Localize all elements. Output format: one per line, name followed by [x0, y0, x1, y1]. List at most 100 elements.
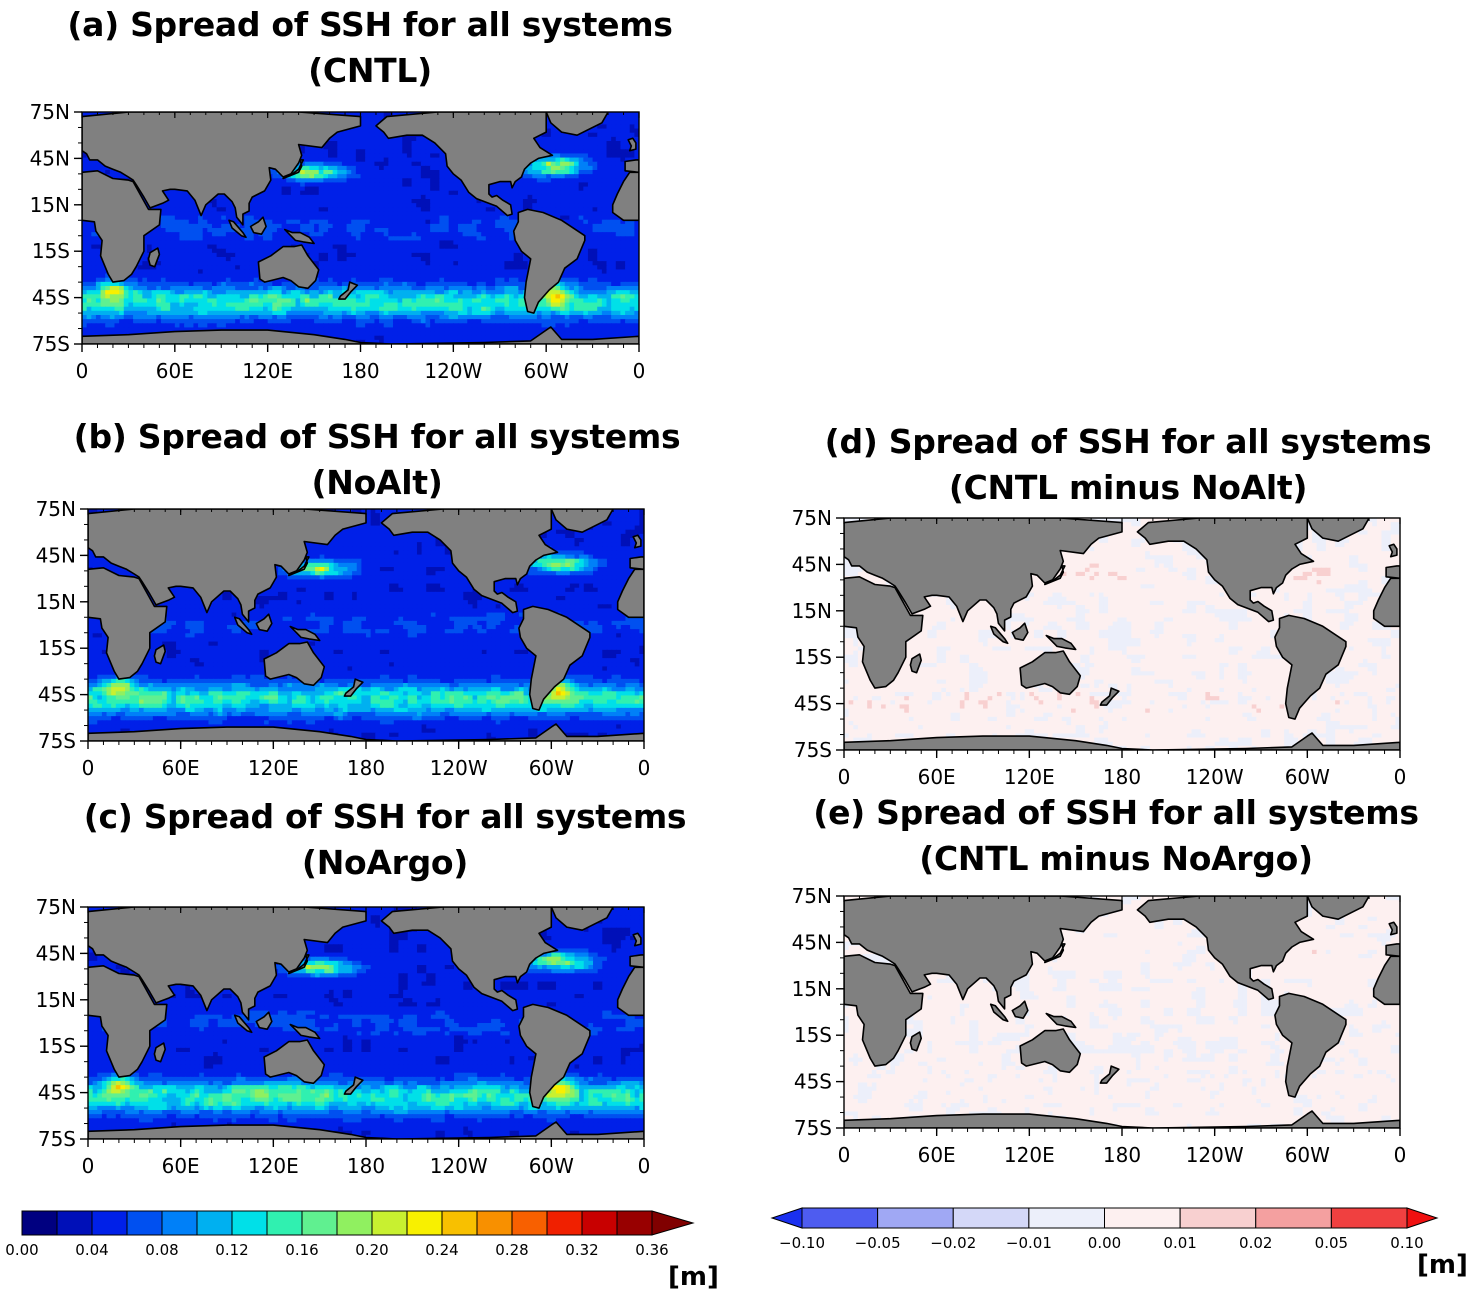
colorbar-swatch: [91, 1210, 128, 1236]
africa-landmass: [844, 576, 924, 689]
lat-tick-label: 45S: [794, 1070, 832, 1094]
colorbar-swatch: [581, 1210, 618, 1236]
colorbar-label: −0.05: [855, 1234, 901, 1252]
borneo-landmass: [249, 216, 267, 235]
uk-landmass: [1388, 543, 1398, 558]
japan-landmass: [288, 556, 310, 577]
lat-tick-label: 15N: [30, 193, 70, 217]
lat-tick-label: 45S: [32, 286, 70, 310]
lat-tick-label: 75S: [794, 1116, 832, 1140]
lat-tick-label: 15S: [794, 1023, 832, 1047]
panel-a-title: (a) Spread of SSH for all systems (CNTL): [20, 2, 720, 94]
panel-d-title-line2: (CNTL minus NoAlt): [762, 465, 1472, 511]
uk-landmass: [632, 932, 642, 947]
lon-tick-label: 180: [341, 359, 379, 383]
colorbar-label: 0.28: [495, 1241, 528, 1259]
antarctica-landmass: [88, 1121, 644, 1139]
antarctica-landmass: [844, 732, 1400, 750]
lat-tick-label: 15S: [38, 636, 76, 660]
colorbar-arrow-max: [1406, 1207, 1439, 1229]
lat-tick-label: 45S: [38, 1081, 76, 1105]
panel-c-title-line1: (c) Spread of SSH for all systems: [35, 794, 735, 840]
lon-tick-label: 0: [838, 765, 851, 789]
lon-tick-label: 0: [638, 756, 651, 780]
lon-tick-label: 0: [838, 1143, 851, 1167]
lat-tick-label: 15S: [38, 1034, 76, 1058]
greenland-landmass: [1306, 896, 1370, 920]
colorbar-swatch: [21, 1210, 58, 1236]
colorbar-label: 0.20: [355, 1241, 388, 1259]
panel-e: (e) Spread of SSH for all systems (CNTL …: [740, 780, 1472, 1200]
colorbar-swatch: [441, 1210, 478, 1236]
colorbar-swatch: [406, 1210, 443, 1236]
lat-tick-label: 45N: [36, 941, 76, 965]
colorbar-swatch: [616, 1210, 653, 1236]
lon-tick-label: 180: [347, 756, 385, 780]
iberia-landmass: [629, 556, 644, 571]
lat-tick-label: 45S: [794, 692, 832, 716]
lon-tick-label: 0: [76, 359, 89, 383]
madagascar-landmass: [153, 1042, 166, 1063]
antarctica-landmass: [82, 326, 639, 344]
north-america-landmass: [380, 907, 559, 1012]
iberia-landmass: [1385, 943, 1400, 958]
lon-tick-label: 60W: [1285, 1143, 1330, 1167]
lon-tick-label: 60E: [162, 756, 200, 780]
borneo-landmass: [255, 1011, 273, 1030]
colorbar-swatch: [476, 1210, 513, 1236]
new-zealand-landmass: [1099, 1065, 1120, 1084]
lon-tick-label: 120E: [248, 756, 299, 780]
south-america-landmass: [1274, 614, 1347, 720]
colorbar-swatch: [952, 1207, 1030, 1229]
sumatra-landmass: [233, 616, 253, 636]
colorbar-label: 0.01: [1163, 1234, 1196, 1252]
new-guinea-landmass: [289, 1023, 321, 1040]
colorbar-swatch: [1104, 1207, 1181, 1229]
eurasia-landmass: [82, 112, 362, 226]
sumatra-landmass: [228, 219, 247, 239]
sumatra-landmass: [233, 1014, 253, 1034]
colorbar-label: 0.10: [1390, 1234, 1423, 1252]
lat-tick-label: 75S: [794, 738, 832, 762]
colorbar-swatch: [56, 1210, 93, 1236]
panel-b-title-line2: (NoAlt): [27, 460, 727, 506]
lon-tick-label: 120W: [424, 359, 482, 383]
south-america-landmass: [1274, 992, 1347, 1098]
madagascar-landmass: [909, 1031, 922, 1052]
land-masses: [844, 518, 1400, 750]
colorbar-swatch: [1179, 1207, 1257, 1229]
uk-landmass: [627, 137, 637, 152]
colorbar-label: 0.05: [1315, 1234, 1348, 1252]
new-zealand-landmass: [338, 281, 359, 300]
africa-landmass: [82, 170, 162, 283]
colorbar-swatch: [1330, 1207, 1408, 1229]
colorbar-swatch: [511, 1210, 548, 1236]
colorbar-spread: 0.00 0.04 0.08 0.12 0.16 0.20 0.24 0.28 0.32 0.36: [5, 1210, 695, 1259]
panel-b-title-line1: (b) Spread of SSH for all systems: [27, 414, 727, 460]
eurasia-landmass: [88, 907, 367, 1021]
japan-landmass: [282, 159, 305, 180]
south-america-landmass: [518, 605, 591, 711]
australia-landmass: [263, 1039, 326, 1085]
new-zealand-landmass: [1099, 687, 1120, 706]
panel-b-title: (b) Spread of SSH for all systems (NoAlt…: [27, 414, 727, 506]
panel-e-title: (e) Spread of SSH for all systems (CNTL …: [750, 790, 1472, 882]
lat-tick-label: 15N: [792, 977, 832, 1001]
colorbar-label: −0.02: [930, 1234, 976, 1252]
madagascar-landmass: [147, 247, 161, 268]
lon-tick-label: 0: [82, 756, 95, 780]
lon-tick-label: 120W: [1186, 765, 1244, 789]
colorbar-swatch: [301, 1210, 338, 1236]
lon-tick-label: 60E: [918, 765, 956, 789]
lon-tick-label: 60W: [1285, 765, 1330, 789]
lat-tick-label: 75N: [36, 895, 76, 919]
colorbar-swatch: [231, 1210, 268, 1236]
north-america-landmass: [375, 112, 554, 217]
japan-landmass: [1044, 943, 1066, 964]
lat-tick-label: 45N: [36, 543, 76, 567]
africa-landmass: [88, 965, 168, 1078]
